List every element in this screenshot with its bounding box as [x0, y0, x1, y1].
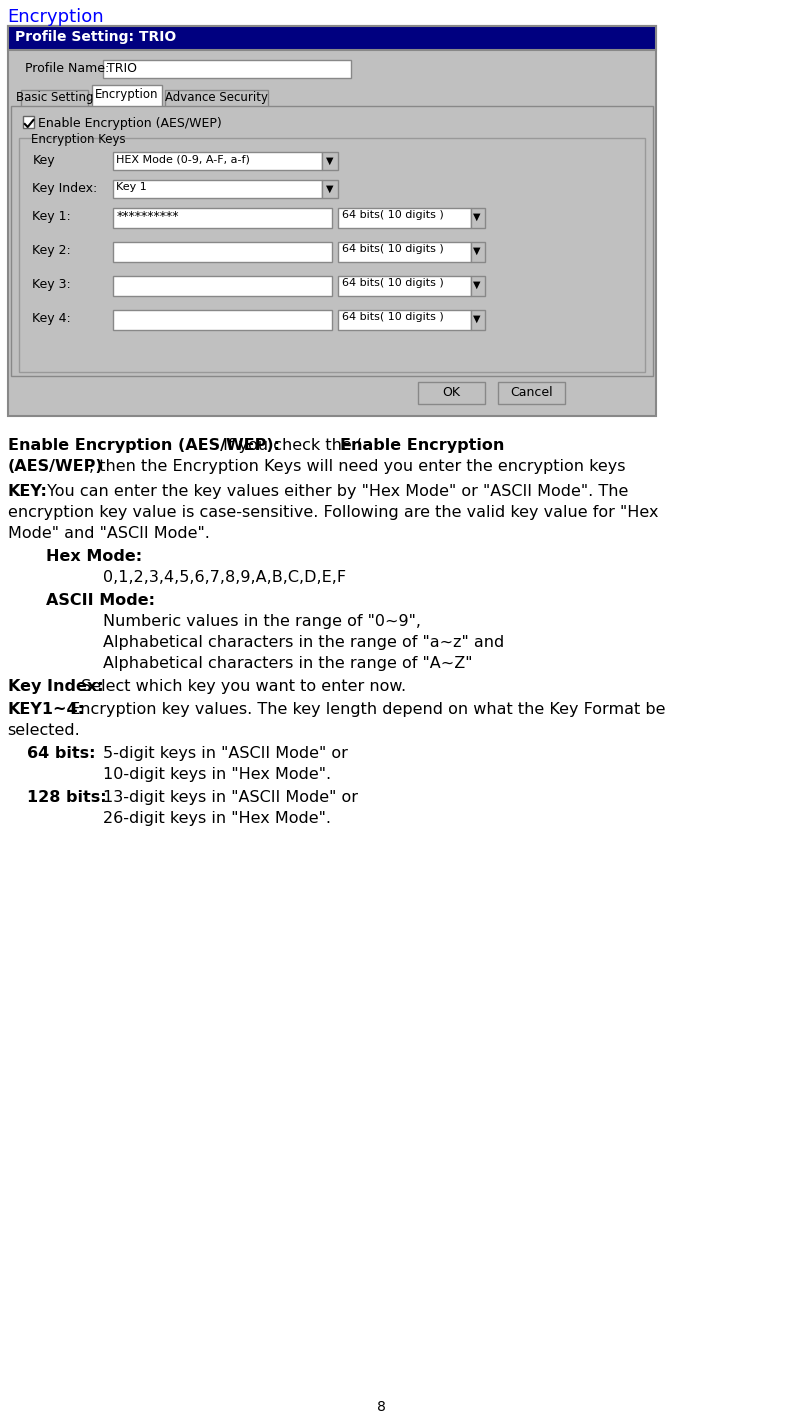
- Text: Profile Name:: Profile Name:: [25, 62, 109, 75]
- Bar: [113, 207, 332, 229]
- Text: ▼: ▼: [326, 156, 334, 166]
- Text: Key Index:: Key Index:: [8, 679, 103, 694]
- Text: Key 3:: Key 3:: [33, 278, 71, 291]
- Bar: [91, 85, 162, 106]
- Text: 10-digit keys in "Hex Mode".: 10-digit keys in "Hex Mode".: [103, 767, 331, 782]
- Bar: [165, 89, 268, 106]
- Text: Numberic values in the range of "0~9",: Numberic values in the range of "0~9",: [103, 613, 421, 629]
- Text: Enable Encryption (AES/WEP): Enable Encryption (AES/WEP): [38, 116, 222, 131]
- Text: Encryption: Encryption: [8, 9, 104, 26]
- Text: 26-digit keys in "Hex Mode".: 26-digit keys in "Hex Mode".: [103, 811, 331, 826]
- Text: ▼: ▼: [474, 280, 481, 290]
- Text: Key Index:: Key Index:: [33, 182, 98, 195]
- Text: **********: **********: [117, 210, 179, 223]
- Text: Key 4:: Key 4:: [33, 312, 71, 325]
- Text: Key 1:: Key 1:: [33, 210, 71, 223]
- Bar: [338, 207, 471, 229]
- Bar: [498, 382, 565, 405]
- Text: 64 bits( 10 digits ): 64 bits( 10 digits ): [342, 210, 443, 220]
- Text: 13-digit keys in "ASCII Mode" or: 13-digit keys in "ASCII Mode" or: [103, 790, 358, 805]
- Text: Key: Key: [33, 153, 55, 168]
- Text: ’, then the Encryption Keys will need you enter the encryption keys: ’, then the Encryption Keys will need yo…: [84, 459, 626, 474]
- Text: Encryption Keys: Encryption Keys: [30, 133, 125, 146]
- Bar: [19, 138, 645, 372]
- Bar: [23, 116, 34, 128]
- Text: You can enter the key values either by "Hex Mode" or "ASCII Mode". The: You can enter the key values either by "…: [42, 484, 628, 498]
- Bar: [471, 207, 485, 229]
- Text: 8: 8: [378, 1400, 386, 1414]
- Bar: [103, 60, 351, 78]
- Text: Alphabetical characters in the range of "a~z" and: Alphabetical characters in the range of …: [103, 635, 504, 650]
- Text: HEX Mode (0-9, A-F, a-f): HEX Mode (0-9, A-F, a-f): [117, 153, 250, 163]
- Bar: [322, 152, 338, 170]
- Text: Key 2:: Key 2:: [33, 244, 71, 257]
- Text: ▼: ▼: [326, 185, 334, 195]
- Bar: [8, 26, 657, 416]
- Text: Mode" and "ASCII Mode".: Mode" and "ASCII Mode".: [8, 525, 210, 541]
- Bar: [471, 241, 485, 263]
- Text: ▼: ▼: [474, 246, 481, 256]
- Bar: [338, 275, 471, 295]
- Text: KEY1~4:: KEY1~4:: [8, 701, 85, 717]
- Text: selected.: selected.: [8, 723, 80, 738]
- Text: Advance Security: Advance Security: [165, 91, 268, 104]
- Text: 128 bits:: 128 bits:: [26, 790, 106, 805]
- Text: Enable Encryption: Enable Encryption: [340, 437, 504, 453]
- Bar: [322, 180, 338, 197]
- Text: 64 bits( 10 digits ): 64 bits( 10 digits ): [342, 244, 443, 254]
- Text: ▼: ▼: [474, 314, 481, 324]
- Bar: [8, 26, 657, 50]
- Text: ASCII Mode:: ASCII Mode:: [46, 594, 154, 608]
- Bar: [338, 241, 471, 263]
- Bar: [113, 310, 332, 329]
- Bar: [471, 310, 485, 329]
- Bar: [21, 89, 88, 106]
- Text: (AES/WEP): (AES/WEP): [8, 459, 103, 474]
- Bar: [418, 382, 485, 405]
- Text: Basic Setting: Basic Setting: [16, 91, 93, 104]
- Bar: [113, 275, 332, 295]
- Text: 64 bits( 10 digits ): 64 bits( 10 digits ): [342, 312, 443, 322]
- Text: Key 1: Key 1: [117, 182, 147, 192]
- Text: Encryption key values. The key length depend on what the Key Format be: Encryption key values. The key length de…: [65, 701, 666, 717]
- Text: 5-digit keys in "ASCII Mode" or: 5-digit keys in "ASCII Mode" or: [103, 746, 348, 761]
- Text: OK: OK: [442, 386, 460, 399]
- Text: Profile Setting: TRIO: Profile Setting: TRIO: [15, 30, 177, 44]
- Text: Cancel: Cancel: [510, 386, 553, 399]
- Text: 0,1,2,3,4,5,6,7,8,9,A,B,C,D,E,F: 0,1,2,3,4,5,6,7,8,9,A,B,C,D,E,F: [103, 569, 346, 585]
- Text: Select which key you want to enter now.: Select which key you want to enter now.: [76, 679, 406, 694]
- Bar: [338, 310, 471, 329]
- Text: 64 bits( 10 digits ): 64 bits( 10 digits ): [342, 278, 443, 288]
- Bar: [113, 152, 322, 170]
- Bar: [11, 106, 653, 376]
- Text: Encryption: Encryption: [95, 88, 158, 101]
- Text: 64 bits:: 64 bits:: [26, 746, 95, 761]
- Bar: [113, 241, 332, 263]
- Text: Enable Encryption (AES/WEP):: Enable Encryption (AES/WEP):: [8, 437, 280, 453]
- Text: If you check the ‘: If you check the ‘: [218, 437, 362, 453]
- Text: Hex Mode:: Hex Mode:: [46, 550, 142, 564]
- Text: encryption key value is case-sensitive. Following are the valid key value for "H: encryption key value is case-sensitive. …: [8, 506, 658, 520]
- Bar: [113, 180, 322, 197]
- Text: TRIO: TRIO: [107, 62, 137, 75]
- Text: ▼: ▼: [474, 212, 481, 222]
- Text: KEY:: KEY:: [8, 484, 47, 498]
- Bar: [471, 275, 485, 295]
- Text: Alphabetical characters in the range of "A~Z": Alphabetical characters in the range of …: [103, 656, 473, 672]
